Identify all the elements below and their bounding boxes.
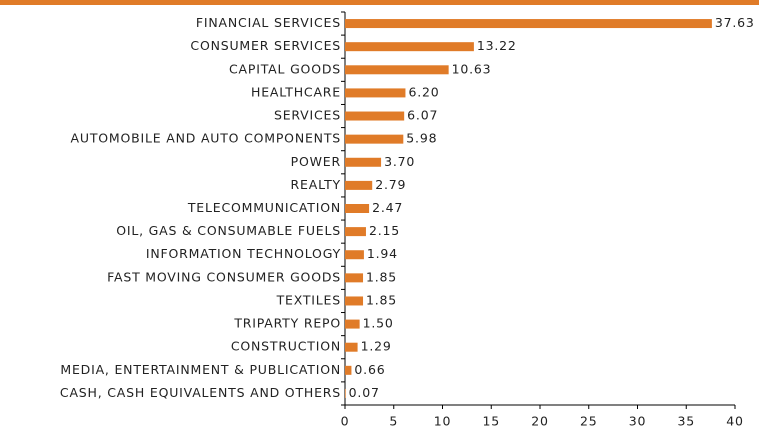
y-tick-label: HEALTHCARE	[251, 84, 341, 99]
value-label: 6.07	[407, 108, 438, 123]
x-tick-label: 10	[434, 414, 452, 429]
y-tick-label: CONSUMER SERVICES	[190, 38, 341, 53]
bar	[345, 342, 358, 352]
bar	[345, 134, 404, 144]
value-label: 1.50	[363, 316, 394, 331]
y-tick-label: FAST MOVING CONSUMER GOODS	[107, 269, 341, 284]
y-tick-label: CAPITAL GOODS	[229, 61, 341, 76]
bar	[345, 111, 405, 121]
y-tick-label: FINANCIAL SERVICES	[196, 15, 341, 30]
bar	[345, 65, 449, 75]
x-tick-label: 5	[389, 414, 398, 429]
value-label: 5.98	[406, 131, 437, 146]
y-tick-label: SERVICES	[274, 108, 341, 123]
value-label: 2.47	[372, 200, 403, 215]
bar	[345, 296, 364, 306]
value-label: 2.15	[369, 223, 400, 238]
bar	[345, 42, 474, 52]
value-label: 0.07	[349, 385, 380, 400]
y-tick-label: CASH, CASH EQUIVALENTS AND OTHERS	[60, 385, 341, 400]
header-band	[0, 0, 759, 5]
y-tick-label: MEDIA, ENTERTAINMENT & PUBLICATION	[60, 362, 341, 377]
y-tick-label: TELECOMMUNICATION	[187, 200, 341, 215]
y-tick-label: REALTY	[291, 177, 341, 192]
bar	[345, 365, 352, 375]
value-label: 3.70	[384, 154, 415, 169]
x-tick-label: 40	[726, 414, 744, 429]
bar	[345, 204, 370, 213]
x-tick-label: 0	[341, 414, 350, 429]
bar	[345, 273, 364, 283]
value-label: 2.79	[375, 177, 406, 192]
bar	[345, 250, 364, 260]
y-tick-label: CONSTRUCTION	[231, 339, 341, 354]
y-tick-label: INFORMATION TECHNOLOGY	[146, 246, 341, 261]
value-label: 10.63	[452, 61, 492, 76]
value-label: 0.66	[354, 362, 385, 377]
x-tick-label: 25	[580, 414, 598, 429]
bar	[345, 388, 346, 398]
value-label: 1.94	[367, 246, 398, 261]
bar	[345, 319, 360, 329]
value-label: 37.63	[715, 15, 755, 30]
value-label: 1.29	[361, 339, 392, 354]
x-tick-label: 35	[677, 414, 695, 429]
value-label: 1.85	[366, 269, 397, 284]
y-tick-label: AUTOMOBILE AND AUTO COMPONENTS	[71, 131, 341, 146]
bar	[345, 88, 406, 98]
x-tick-label: 30	[629, 414, 647, 429]
y-tick-label: POWER	[291, 154, 341, 169]
bar	[345, 19, 712, 29]
value-label: 13.22	[477, 38, 517, 53]
bar	[345, 157, 382, 167]
x-tick-label: 15	[482, 414, 500, 429]
y-tick-label: TRIPARTY REPO	[233, 316, 341, 331]
bar	[345, 227, 366, 237]
y-tick-label: OIL, GAS & CONSUMABLE FUELS	[116, 223, 341, 238]
y-tick-label: TEXTILES	[276, 292, 341, 307]
value-label: 6.20	[408, 84, 439, 99]
x-tick-label: 20	[531, 414, 549, 429]
value-label: 1.85	[366, 292, 397, 307]
bar	[345, 180, 373, 190]
